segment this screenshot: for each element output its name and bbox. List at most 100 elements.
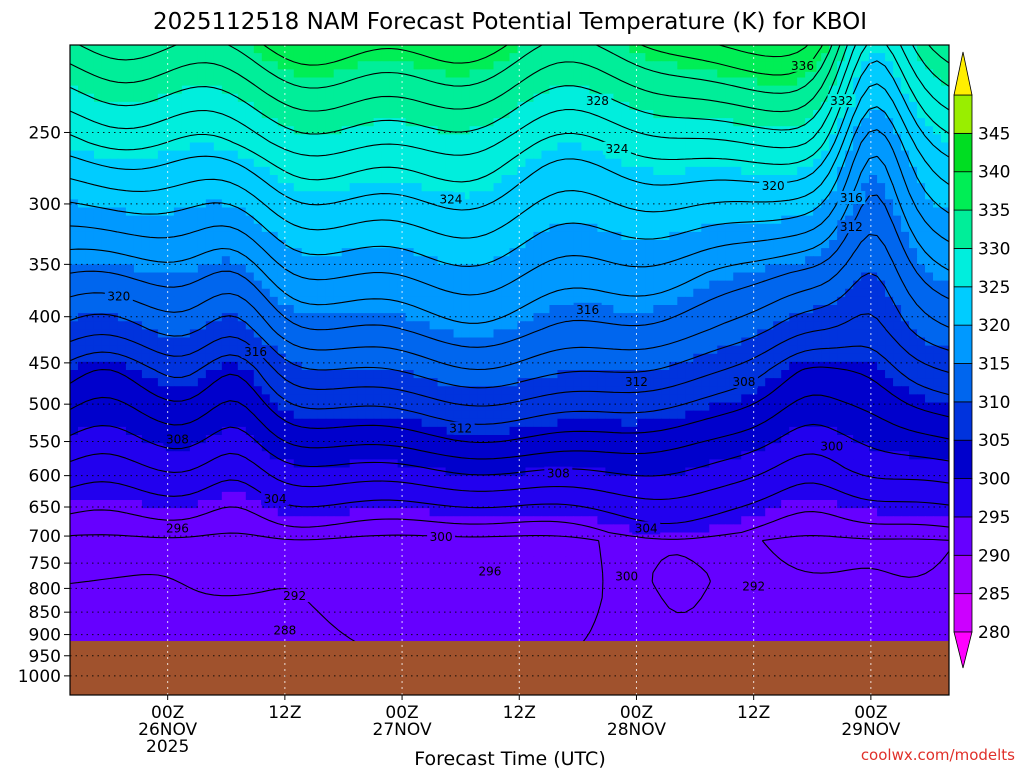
field-cell: [869, 272, 878, 282]
field-cell: [325, 69, 335, 79]
field-cell: [893, 191, 902, 200]
field-cell: [629, 264, 638, 274]
field-cell: [277, 386, 287, 395]
field-cell: [645, 85, 654, 95]
field-cell: [189, 321, 199, 330]
field-cell: [405, 231, 415, 241]
field-cell: [533, 183, 543, 192]
field-cell: [797, 256, 806, 265]
field-cell: [525, 305, 535, 314]
field-cell: [317, 264, 327, 274]
field-cell: [165, 288, 175, 298]
field-cell: [493, 134, 503, 144]
field-cell: [109, 215, 119, 225]
field-cell: [661, 386, 670, 395]
field-cell: [133, 256, 143, 265]
field-cell: [885, 378, 894, 387]
field-cell: [309, 118, 319, 127]
field-cell: [709, 240, 718, 249]
field-cell: [933, 215, 942, 225]
field-cell: [237, 77, 247, 87]
field-cell: [197, 93, 207, 103]
field-cell: [133, 386, 143, 395]
field-cell: [461, 53, 471, 62]
field-cell: [373, 240, 383, 249]
field-cell: [869, 142, 878, 152]
field-cell: [333, 158, 343, 168]
field-cell: [685, 77, 694, 87]
field-cell: [413, 93, 423, 103]
field-cell: [333, 93, 343, 103]
field-cell: [165, 321, 175, 330]
field-cell: [837, 45, 846, 54]
field-cell: [221, 77, 231, 87]
field-cell: [133, 313, 143, 322]
field-cell: [229, 93, 239, 103]
field-cell: [789, 110, 798, 119]
field-cell: [325, 215, 335, 225]
field-cell: [341, 45, 351, 54]
field-cell: [917, 337, 926, 347]
field-cell: [413, 386, 423, 395]
field-cell: [813, 134, 822, 144]
field-cell: [861, 361, 870, 371]
field-cell: [101, 199, 111, 209]
field-cell: [405, 61, 415, 70]
field-cell: [941, 313, 949, 322]
field-cell: [525, 345, 535, 355]
field-cell: [941, 256, 949, 265]
field-cell: [853, 313, 862, 322]
field-cell: [925, 223, 934, 233]
field-cell: [533, 45, 543, 54]
field-cell: [317, 337, 327, 347]
field-cell: [109, 361, 119, 371]
field-cell: [549, 69, 559, 79]
field-cell: [853, 118, 862, 127]
field-cell: [893, 329, 902, 339]
field-cell: [381, 118, 391, 127]
field-cell: [237, 248, 247, 257]
field-cell: [821, 150, 830, 160]
field-cell: [109, 402, 119, 412]
field-cell: [613, 69, 622, 79]
field-cell: [437, 77, 447, 87]
field-cell: [389, 272, 399, 282]
field-cell: [845, 313, 854, 322]
field-cell: [261, 166, 271, 176]
field-cell: [693, 158, 702, 168]
field-cell: [877, 305, 886, 314]
field-cell: [597, 61, 606, 70]
field-cell: [221, 264, 231, 274]
field-cell: [885, 370, 894, 379]
field-cell: [173, 142, 183, 152]
field-cell: [309, 191, 319, 200]
field-cell: [557, 231, 567, 241]
field-cell: [621, 240, 630, 249]
field-cell: [605, 361, 614, 371]
field-cell: [821, 370, 830, 379]
field-cell: [613, 207, 622, 217]
field-cell: [317, 118, 327, 127]
field-cell: [261, 305, 271, 314]
field-cell: [669, 69, 678, 79]
field-cell: [157, 231, 167, 241]
field-cell: [70, 296, 79, 306]
field-cell: [357, 93, 367, 103]
field-cell: [781, 280, 790, 290]
field-cell: [549, 378, 559, 387]
field-cell: [357, 150, 367, 160]
field-cell: [869, 370, 878, 379]
field-cell: [149, 313, 159, 322]
field-cell: [365, 85, 375, 95]
field-cell: [77, 313, 87, 322]
field-cell: [701, 215, 710, 225]
field-cell: [893, 85, 902, 95]
field-cell: [549, 313, 559, 322]
field-cell: [125, 101, 135, 111]
field-cell: [165, 150, 175, 160]
field-cell: [181, 126, 191, 135]
field-cell: [469, 353, 479, 363]
field-cell: [453, 345, 463, 355]
field-cell: [573, 183, 583, 192]
field-cell: [509, 345, 519, 355]
